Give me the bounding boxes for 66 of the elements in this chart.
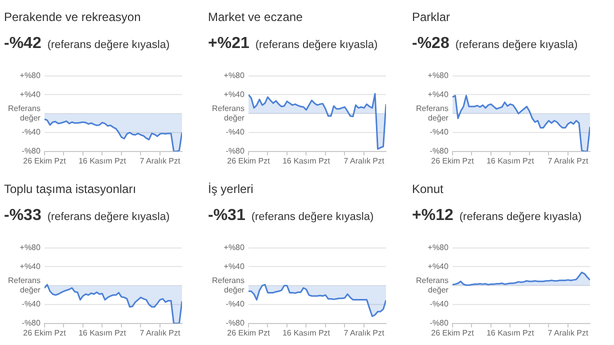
chart-subtitle: -%42 (4, 35, 42, 52)
y-tick-label: -%40 (430, 128, 449, 137)
y-tick-label: +%80 (20, 243, 42, 252)
x-tick-label: 7 Aralık Pzt (548, 156, 589, 166)
y-tick-label: -%80 (226, 318, 245, 328)
x-tick-label: 16 Kasım Pzt (282, 328, 331, 338)
y-tick-label: +%80 (20, 71, 42, 80)
y-tick-label: -%80 (430, 318, 449, 328)
x-tick-label: 26 Ekim Pzt (431, 156, 475, 166)
x-tick-label: 26 Ekim Pzt (227, 156, 271, 166)
y-tick-label: Referans değer (212, 104, 245, 123)
x-tick-label: 26 Ekim Pzt (23, 156, 67, 166)
y-tick-label: +%80 (428, 243, 450, 252)
chart-title: Perakende ve rekreasyon (4, 9, 142, 26)
y-tick-label: Referans değer (8, 276, 41, 295)
x-tick-label: 7 Aralık Pzt (344, 156, 385, 166)
y-tick-label: -%40 (226, 300, 245, 309)
text: (referans değere kıyasla) (47, 211, 170, 223)
x-tick-label: 26 Ekim Pzt (227, 328, 271, 338)
chart-title: Market ve eczane (208, 9, 304, 26)
chart-subtitle: -%33 (4, 207, 42, 224)
x-tick-label: 16 Kasım Pzt (78, 156, 127, 166)
chart-title: Konut (412, 181, 444, 198)
chart-subtitle: +%21 (208, 35, 250, 52)
chart-subtitle: +%12 (412, 207, 454, 224)
y-tick-label: -%80 (226, 146, 245, 156)
text: (referans değere kıyasla) (459, 211, 582, 223)
y-tick-label: -%40 (226, 128, 245, 137)
x-tick-label: 26 Ekim Pzt (23, 328, 67, 338)
chart-title: Toplu taşıma istasyonları (4, 181, 138, 198)
text: (referans değere kıyasla) (455, 39, 578, 51)
x-tick-label: 16 Kasım Pzt (486, 156, 535, 166)
y-tick-label: Referans değer (8, 104, 41, 123)
y-tick-label: +%80 (224, 243, 246, 252)
x-tick-label: 7 Aralık Pzt (140, 328, 181, 338)
x-tick-label: 16 Kasım Pzt (282, 156, 331, 166)
x-tick-label: 16 Kasım Pzt (78, 328, 127, 338)
text: (referans değere kıyasla) (47, 39, 170, 51)
y-tick-label: +%80 (224, 71, 246, 80)
y-tick-label: +%80 (428, 71, 450, 80)
chart-title: İş yerleri (208, 181, 254, 198)
x-tick-label: 16 Kasım Pzt (486, 328, 535, 338)
y-tick-label: +%40 (428, 90, 450, 99)
y-tick-label: +%40 (20, 90, 42, 99)
y-tick-label: +%40 (20, 262, 42, 271)
y-tick-label: -%40 (22, 128, 41, 137)
y-tick-label: +%40 (224, 90, 246, 99)
y-tick-label: Referans değer (416, 276, 449, 295)
x-tick-label: 26 Ekim Pzt (431, 328, 475, 338)
y-tick-label: Referans değer (212, 276, 245, 295)
chart-subtitle: -%28 (412, 35, 450, 52)
y-tick-label: -%40 (430, 300, 449, 309)
text: (referans değere kıyasla) (251, 211, 374, 223)
y-tick-label: +%40 (224, 262, 246, 271)
y-tick-label: +%40 (428, 262, 450, 271)
chart-subtitle: -%31 (208, 207, 246, 224)
x-tick-label: 7 Aralık Pzt (548, 328, 589, 338)
y-tick-label: -%80 (22, 318, 41, 328)
y-tick-label: -%80 (22, 146, 41, 156)
y-tick-label: -%80 (430, 146, 449, 156)
x-tick-label: 7 Aralık Pzt (344, 328, 385, 338)
y-tick-label: -%40 (22, 300, 41, 309)
y-tick-label: Referans değer (416, 104, 449, 123)
x-tick-label: 7 Aralık Pzt (140, 156, 181, 166)
chart-title: Parklar (412, 9, 452, 26)
text: (referans değere kıyasla) (255, 39, 378, 51)
